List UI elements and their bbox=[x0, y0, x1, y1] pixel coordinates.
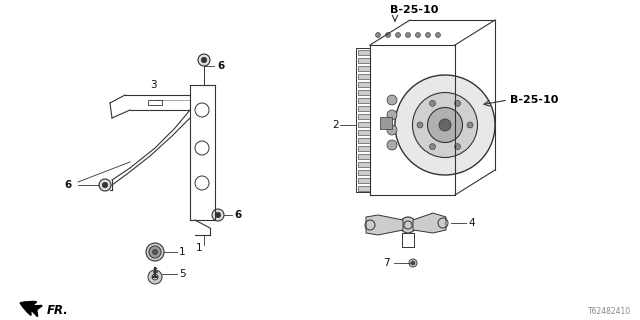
Circle shape bbox=[417, 122, 423, 128]
Circle shape bbox=[413, 92, 477, 157]
Text: 6: 6 bbox=[217, 61, 224, 71]
Bar bbox=[358, 162, 370, 167]
Circle shape bbox=[467, 122, 473, 128]
Circle shape bbox=[387, 110, 397, 120]
Bar bbox=[358, 146, 370, 151]
Bar bbox=[358, 66, 370, 71]
Text: 5: 5 bbox=[179, 269, 186, 279]
Bar bbox=[358, 178, 370, 183]
Circle shape bbox=[102, 182, 108, 188]
Text: 3: 3 bbox=[150, 80, 157, 90]
Text: 7: 7 bbox=[383, 258, 390, 268]
Circle shape bbox=[429, 100, 435, 106]
Bar bbox=[380, 117, 392, 129]
Circle shape bbox=[387, 125, 397, 135]
Text: T62482410: T62482410 bbox=[588, 308, 632, 316]
Bar bbox=[148, 100, 162, 105]
Circle shape bbox=[387, 95, 397, 105]
Circle shape bbox=[149, 246, 161, 258]
Bar bbox=[358, 122, 370, 127]
Circle shape bbox=[411, 261, 415, 265]
Bar bbox=[358, 106, 370, 111]
Bar bbox=[358, 130, 370, 135]
Circle shape bbox=[454, 144, 461, 150]
Text: 1: 1 bbox=[179, 247, 186, 257]
Bar bbox=[358, 82, 370, 87]
Circle shape bbox=[396, 33, 401, 37]
Circle shape bbox=[395, 75, 495, 175]
Circle shape bbox=[406, 33, 410, 37]
Circle shape bbox=[202, 57, 207, 63]
Bar bbox=[358, 98, 370, 103]
Circle shape bbox=[454, 100, 461, 106]
Circle shape bbox=[215, 212, 221, 218]
Bar bbox=[358, 58, 370, 63]
Bar bbox=[358, 186, 370, 191]
Text: 1: 1 bbox=[196, 243, 203, 253]
Circle shape bbox=[212, 209, 224, 221]
Polygon shape bbox=[413, 213, 446, 233]
Circle shape bbox=[385, 33, 390, 37]
Text: FR.: FR. bbox=[47, 303, 68, 316]
Text: B-25-10: B-25-10 bbox=[390, 5, 438, 15]
Circle shape bbox=[400, 217, 416, 233]
Text: 6: 6 bbox=[64, 180, 71, 190]
Polygon shape bbox=[366, 215, 403, 235]
Bar bbox=[358, 74, 370, 79]
Circle shape bbox=[415, 33, 420, 37]
Bar bbox=[358, 50, 370, 55]
Circle shape bbox=[439, 119, 451, 131]
Bar bbox=[358, 114, 370, 119]
Circle shape bbox=[428, 108, 463, 142]
Bar bbox=[358, 170, 370, 175]
Circle shape bbox=[435, 33, 440, 37]
Text: B-25-10: B-25-10 bbox=[510, 95, 558, 105]
Circle shape bbox=[387, 140, 397, 150]
Circle shape bbox=[426, 33, 431, 37]
Circle shape bbox=[99, 179, 111, 191]
Circle shape bbox=[152, 250, 157, 254]
Circle shape bbox=[198, 54, 210, 66]
Text: 2: 2 bbox=[332, 120, 339, 130]
Circle shape bbox=[146, 243, 164, 261]
Text: 4: 4 bbox=[468, 218, 475, 228]
Bar bbox=[358, 138, 370, 143]
Bar bbox=[358, 154, 370, 159]
Circle shape bbox=[148, 270, 162, 284]
Circle shape bbox=[429, 144, 435, 150]
Bar bbox=[358, 90, 370, 95]
Circle shape bbox=[376, 33, 381, 37]
Circle shape bbox=[409, 259, 417, 267]
Text: 6: 6 bbox=[234, 210, 241, 220]
